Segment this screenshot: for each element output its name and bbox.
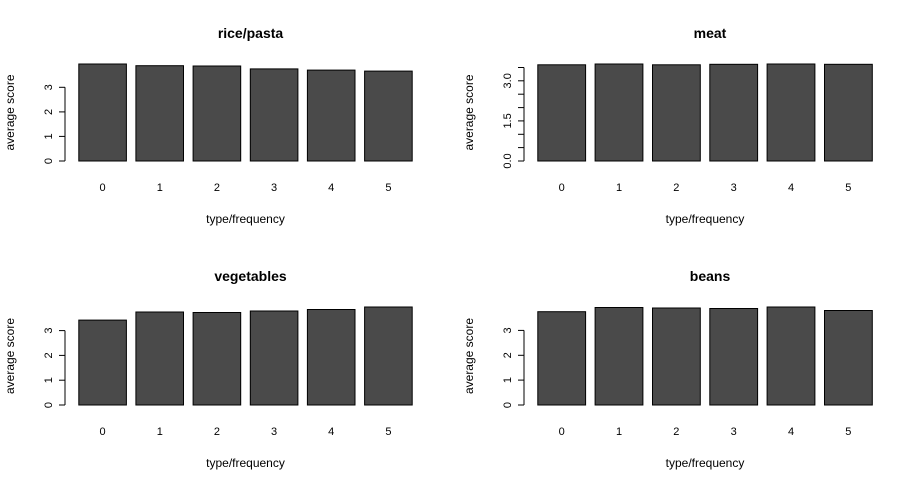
chart-3-xtick-2: 2 (673, 426, 679, 438)
chart-3-bar-0 (537, 311, 587, 406)
chart-1-xtick-2: 2 (673, 182, 679, 194)
chart-1-xtick-5: 5 (845, 182, 851, 194)
chart-3-ytick-label-3: 3 (502, 327, 514, 333)
chart-3-ylabel: average score (462, 318, 476, 394)
chart-2-bar-4 (306, 309, 356, 406)
chart-2-xlabel: type/frequency (206, 456, 285, 470)
chart-1-ytick-label-3: 1.5 (502, 113, 514, 128)
chart-1-xtick-4: 4 (788, 182, 794, 194)
chart-1-bar-1 (594, 63, 644, 162)
chart-2-xtick-5: 5 (385, 426, 391, 438)
chart-2-xtick-1: 1 (157, 426, 163, 438)
chart-1-ylabel: average score (462, 74, 476, 150)
chart-0-bar-0 (78, 63, 127, 162)
chart-3-xtick-3: 3 (731, 426, 737, 438)
chart-0-bar-5 (364, 70, 413, 162)
chart-3-bar-1 (594, 307, 644, 406)
chart-0-bar-1 (135, 65, 184, 162)
chart-0-xtick-0: 0 (100, 182, 106, 194)
chart-2-ytick-label-2: 2 (43, 352, 55, 358)
chart-3-ytick-label-1: 1 (502, 377, 514, 383)
chart-2-xtick-2: 2 (214, 426, 220, 438)
chart-0-xtick-3: 3 (271, 182, 277, 194)
chart-0-xtick-4: 4 (328, 182, 334, 194)
chart-3-xtick-5: 5 (845, 426, 851, 438)
chart-0-xtick-1: 1 (157, 182, 163, 194)
chart-2-ytick-label-0: 0 (43, 402, 55, 408)
chart-1-bar-4 (766, 63, 816, 162)
chart-2-ytick-label-1: 1 (43, 377, 55, 383)
chart-1-xtick-3: 3 (731, 182, 737, 194)
chart-1-bar-0 (537, 64, 587, 162)
chart-2-title: vegetables (214, 268, 287, 284)
chart-0-ytick-label-2: 2 (43, 109, 55, 115)
chart-0-bar-2 (192, 65, 242, 162)
chart-1-xtick-1: 1 (616, 182, 622, 194)
chart-3-bar-3 (709, 308, 759, 406)
chart-3-bar-2 (652, 307, 701, 406)
chart-0-ylabel: average score (3, 74, 17, 150)
chart-1-bar-5 (824, 63, 873, 162)
chart-2-bar-0 (78, 319, 127, 406)
chart-1-ytick-label-6: 3.0 (502, 73, 514, 88)
chart-0-xlabel: type/frequency (206, 212, 285, 226)
chart-0-bar-4 (306, 69, 356, 162)
chart-3-bar-5 (824, 310, 873, 406)
chart-2-bar-1 (135, 311, 184, 406)
chart-1-bar-3 (709, 63, 759, 162)
chart-1-title: meat (694, 25, 727, 41)
chart-0-bar-3 (249, 68, 299, 162)
chart-2-bar-2 (192, 312, 242, 406)
chart-0-ytick-label-3: 3 (43, 84, 55, 90)
chart-3-bar-4 (766, 306, 816, 406)
chart-2-bar-3 (249, 310, 299, 406)
chart-3-xlabel: type/frequency (666, 456, 745, 470)
chart-2-ytick-label-3: 3 (43, 328, 55, 334)
chart-3-title: beans (690, 268, 731, 284)
chart-0-ytick-label-0: 0 (43, 158, 55, 164)
chart-3-xtick-0: 0 (559, 426, 565, 438)
chart-2-xtick-3: 3 (271, 426, 277, 438)
chart-3-xtick-1: 1 (616, 426, 622, 438)
chart-2-ylabel: average score (3, 318, 17, 394)
chart-2-bar-5 (364, 306, 413, 406)
chart-1-bar-2 (652, 64, 701, 162)
chart-0-xtick-5: 5 (385, 182, 391, 194)
chart-0-title: rice/pasta (218, 25, 284, 41)
chart-2-xtick-4: 4 (328, 426, 334, 438)
chart-1-xtick-0: 0 (559, 182, 565, 194)
chart-1-xlabel: type/frequency (666, 212, 745, 226)
chart-2-xtick-0: 0 (100, 426, 106, 438)
chart-3-ytick-label-0: 0 (502, 402, 514, 408)
chart-0-xtick-2: 2 (214, 182, 220, 194)
chart-3-xtick-4: 4 (788, 426, 794, 438)
chart-0-ytick-label-1: 1 (43, 133, 55, 139)
chart-3-ytick-label-2: 2 (502, 352, 514, 358)
chart-1-ytick-label-0: 0.0 (502, 153, 514, 168)
